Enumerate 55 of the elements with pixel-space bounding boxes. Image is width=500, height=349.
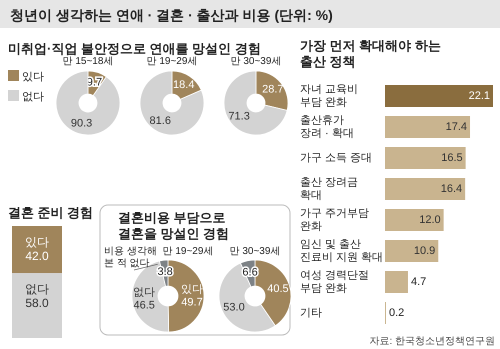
- slice-label: 비용 생각해 본 적 없다: [104, 246, 157, 269]
- chart-title: 미취업·직업 불안정으로 연애를 망설인 경험: [8, 41, 261, 56]
- donut-slice: [56, 70, 120, 136]
- chart-title: 결혼비용 부담으로 결혼을 망설인 경험: [118, 210, 230, 241]
- data-label: 22.1: [468, 90, 490, 102]
- bar: [385, 116, 470, 138]
- data-label: 40.5: [267, 282, 289, 295]
- y-tick-label: 자녀 교육비 부담 완화: [300, 84, 358, 108]
- data-label: 42.0: [25, 249, 49, 263]
- y-tick-label: 기타: [300, 307, 322, 319]
- slice-label: 있다: [181, 283, 203, 296]
- chart-title: 결혼 준비 경험: [8, 205, 94, 220]
- bar: [385, 147, 466, 169]
- chart-subtitle: 만 19~29세: [162, 246, 214, 257]
- data-label: 53.0: [223, 302, 245, 314]
- donut-slice: [140, 70, 204, 136]
- y-tick-label: 가구 주거부담 완화: [300, 208, 370, 232]
- slice-label: 없다: [133, 286, 156, 299]
- data-label: 49.7: [181, 296, 203, 308]
- bar: [385, 209, 444, 231]
- data-label: 16.5: [441, 152, 463, 164]
- y-tick-label: 출산휴가 장려 · 확대: [300, 114, 354, 140]
- data-label: 58.0: [25, 296, 49, 310]
- legend-label: 있다: [22, 71, 44, 83]
- donut-slice: [224, 70, 288, 136]
- data-label: 4.7: [410, 276, 426, 288]
- chart-subtitle: 만 30~39세: [230, 56, 282, 67]
- y-tick-label: 출산 장려금 확대: [300, 176, 358, 202]
- data-label: 46.5: [133, 300, 155, 312]
- bar: [385, 240, 438, 262]
- bar: [385, 271, 408, 293]
- y-tick-label: 임신 및 출산 진료비 지원 확대: [300, 238, 384, 264]
- data-label: 81.6: [150, 115, 171, 128]
- chart-title: 가장 먼저 확대해야 하는 출산 정책: [300, 38, 441, 69]
- data-label: 71.3: [228, 110, 250, 122]
- data-label: 17.4: [446, 121, 468, 133]
- text: 청년이 생각하는 연애 · 결혼 · 출산과 비용 (단위: %): [10, 7, 333, 23]
- chart-subtitle: 만 30~39세: [230, 246, 280, 257]
- bar: [385, 178, 466, 200]
- data-label: 28.7: [262, 84, 284, 96]
- text: 자료: 한국청소년정책연구원: [369, 336, 495, 347]
- bar: [385, 85, 493, 107]
- data-label: 16.4: [440, 183, 462, 195]
- y-tick-label: 여성 경력단절 부담 완화: [300, 270, 370, 294]
- data-label: 90.3: [70, 118, 92, 130]
- chart-subtitle: 만 15~18세: [62, 56, 114, 67]
- y-tick-label: 가구 소득 증대: [300, 152, 372, 164]
- data-label: 0.2: [388, 307, 404, 319]
- legend-label: 없다: [22, 91, 44, 103]
- data-label: 12.0: [419, 214, 441, 226]
- data-label: 10.9: [414, 245, 436, 257]
- data-label: 18.4: [173, 78, 194, 91]
- series-label: 없다: [25, 282, 49, 296]
- chart-subtitle: 만 19~29세: [146, 56, 198, 67]
- series-label: 있다: [25, 235, 49, 249]
